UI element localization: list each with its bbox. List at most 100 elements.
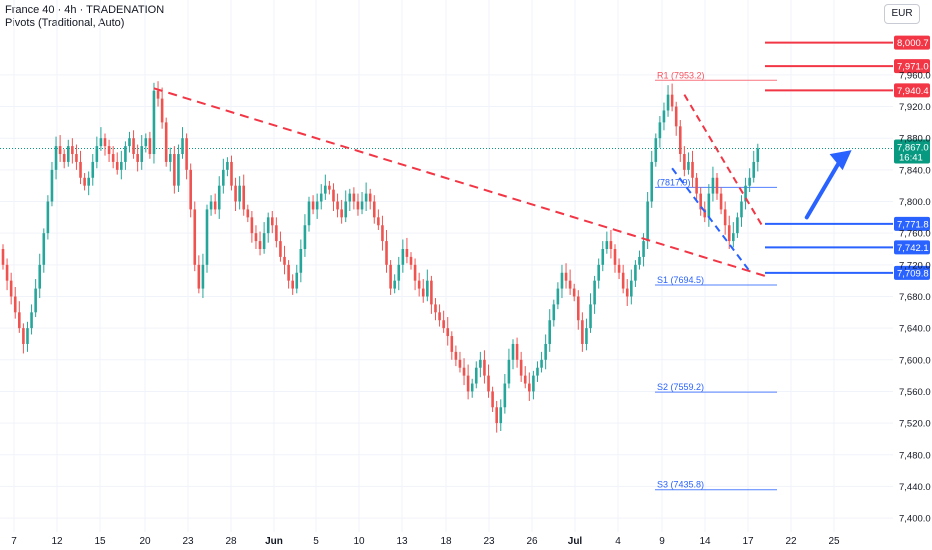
candle-body [654, 138, 658, 162]
candle-body [617, 264, 621, 273]
x-tick-label: 14 [699, 536, 711, 547]
candle-body [715, 177, 719, 194]
chart-title: France 40 · 4h · TRADENATION [5, 4, 165, 16]
candle-body [687, 161, 690, 170]
candle-body [5, 264, 9, 281]
candle-body [446, 328, 450, 337]
candle-body [703, 209, 707, 218]
candle-body [99, 138, 103, 147]
candle-body [748, 177, 751, 186]
candle-body [18, 312, 21, 329]
candle-body [242, 185, 246, 210]
candle-body [434, 304, 437, 313]
candle-body [417, 280, 421, 289]
candle-body [474, 367, 478, 384]
candle-body [115, 161, 119, 170]
y-tick-label: 7,400.0 [899, 514, 931, 525]
candle-body [405, 248, 409, 257]
candle-body [128, 138, 131, 147]
candle-body [732, 233, 735, 242]
candle-body [678, 126, 682, 155]
candle-body [266, 217, 270, 234]
candle-body [381, 225, 384, 242]
candle-body [528, 383, 531, 392]
candle-body [625, 288, 629, 297]
candle-body [9, 280, 13, 297]
candle-body [421, 288, 425, 297]
candle-body [307, 201, 311, 226]
candle-body [515, 343, 519, 360]
candle-body [621, 272, 625, 289]
pivot-label-s1: S1 (7694.5) [657, 275, 704, 285]
candle-body [597, 264, 600, 281]
candle-body [426, 280, 429, 297]
candle-body [83, 177, 86, 186]
price-levels: 8,000.7 7,971.0 7,940.4 7,771.8 7,742.1 7,709… [765, 35, 930, 280]
candle-body [230, 161, 233, 186]
indicator-label: Pivots (Traditional, Auto) [5, 17, 125, 29]
candle-body [483, 359, 486, 376]
price-axis[interactable]: 7,400.0 7,440.0 7,480.0 7,520.0 7,560.0 7,600… [899, 70, 931, 524]
candle-body [66, 146, 70, 162]
candle-body [650, 161, 654, 202]
candle-body [499, 407, 503, 424]
candle-body [279, 241, 282, 257]
candle-body [658, 122, 662, 139]
level-tag [894, 216, 930, 231]
candle-body [58, 146, 62, 155]
candle-body [54, 146, 58, 170]
candle-body [487, 375, 490, 392]
candle-body [593, 280, 596, 305]
level-label: 7,971.0 [897, 62, 929, 73]
trendline-descending-resistance [153, 87, 771, 279]
candle-body [311, 201, 315, 210]
level-label: 7,709.8 [897, 268, 929, 279]
candle-body [164, 122, 168, 162]
candle-body [177, 154, 180, 186]
candle-body [295, 272, 299, 289]
y-tick-label: 7,480.0 [899, 450, 931, 461]
pivot-label-s3: S3 (7435.8) [657, 480, 704, 490]
candle-body [91, 161, 95, 178]
candle-body [368, 193, 372, 202]
candle-body [548, 320, 552, 344]
arrow-head [829, 150, 852, 171]
candle-body [50, 169, 54, 202]
candle-body [201, 264, 205, 289]
candle-body [740, 201, 743, 218]
candle-body [503, 383, 507, 408]
candle-body [544, 343, 547, 360]
time-axis[interactable]: 7 12 15 20 23 28 Jun 5 10 13 18 23 26 Jul 4 9 14 17 22 25 [11, 536, 840, 547]
candle-body [107, 146, 111, 155]
y-tick-label: 7,880.0 [899, 134, 931, 145]
candle-body [568, 280, 572, 289]
candle-body [197, 264, 201, 289]
candle-body [238, 185, 241, 202]
candle-body [360, 201, 364, 210]
candle-body [140, 146, 144, 162]
candle-body [156, 90, 160, 99]
candle-body [540, 359, 543, 368]
candle-body [662, 110, 666, 123]
x-tick-label: Jun [265, 536, 283, 547]
countdown-label: 16:41 [899, 152, 923, 163]
currency-button[interactable]: EUR [884, 4, 920, 24]
candle-body [756, 148, 760, 162]
candle-body [646, 201, 649, 242]
candle-body [181, 138, 184, 155]
level-tag [894, 265, 930, 280]
candle-body [495, 407, 498, 424]
candle-body [560, 272, 564, 289]
candle-body [234, 185, 237, 202]
candle-body [173, 154, 176, 186]
candle-body [438, 312, 441, 321]
y-tick-label: 7,720.0 [899, 260, 931, 271]
y-tick-label: 7,520.0 [899, 419, 931, 430]
arrow-shaft [804, 156, 844, 220]
candle-body [642, 241, 645, 257]
candle-body [75, 154, 78, 162]
candle-body [470, 383, 474, 392]
pivot-label-p: (7817.9) [657, 177, 691, 187]
candle-body [699, 193, 702, 210]
